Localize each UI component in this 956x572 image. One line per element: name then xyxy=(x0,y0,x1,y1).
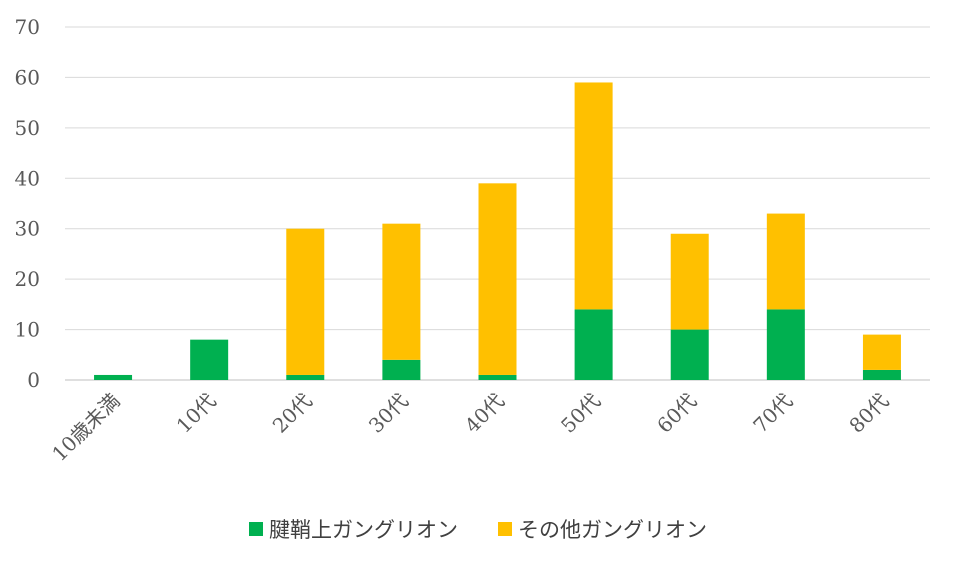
y-tick-label: 20 xyxy=(15,267,40,291)
y-tick-label: 50 xyxy=(15,116,40,140)
x-axis-tick-labels: 10歳未満 10代 20代 30代 40代 50代 60代 70代 80代 xyxy=(47,389,893,466)
bar-segment-series-1 xyxy=(862,369,901,380)
bar-segment-series-1 xyxy=(478,374,517,380)
bar-segment-series-1 xyxy=(190,339,229,380)
x-tick-label: 60代 xyxy=(652,389,701,438)
y-tick-label: 60 xyxy=(15,65,40,89)
x-tick-label: 30代 xyxy=(364,389,413,438)
bar-segment-series-1 xyxy=(286,374,325,380)
bar-segment-series-1 xyxy=(382,359,421,380)
y-axis-tick-labels: 0 10 20 30 40 50 60 70 xyxy=(15,15,40,392)
x-tick-label: 40代 xyxy=(460,389,509,438)
x-tick-label: 70代 xyxy=(748,389,797,438)
x-tick-label: 80代 xyxy=(844,389,893,438)
legend-swatch-series-2 xyxy=(498,522,512,536)
y-tick-label: 40 xyxy=(15,166,40,190)
legend-item-series-2: その他ガングリオン xyxy=(498,514,707,544)
bars xyxy=(94,82,901,380)
bar-segment-series-1 xyxy=(670,329,709,380)
stacked-bar-chart: 0 10 20 30 40 50 60 70 10歳未満 10代 20代 30代 40代 50代 60代 7… xyxy=(15,15,930,466)
bar-segment-series-2 xyxy=(286,228,325,375)
bar-segment-series-2 xyxy=(574,82,613,310)
x-tick-label: 10代 xyxy=(172,389,221,438)
y-tick-label: 0 xyxy=(27,368,40,392)
bar-segment-series-2 xyxy=(862,334,901,370)
y-tick-label: 10 xyxy=(15,318,40,342)
y-tick-label: 30 xyxy=(15,217,40,241)
legend-label-series-2: その他ガングリオン xyxy=(518,518,707,542)
bar-segment-series-2 xyxy=(670,233,709,330)
bar-segment-series-2 xyxy=(478,183,517,375)
bar-segment-series-2 xyxy=(382,223,421,360)
x-tick-label: 10歳未満 xyxy=(47,389,124,466)
legend-swatch-series-1 xyxy=(249,522,263,536)
legend-item-series-1: 腱鞘上ガングリオン xyxy=(249,514,458,544)
x-tick-label: 50代 xyxy=(556,389,605,438)
y-tick-label: 70 xyxy=(15,15,40,39)
x-tick-label: 20代 xyxy=(268,389,317,438)
bar-segment-series-1 xyxy=(766,309,805,380)
legend-label-series-1: 腱鞘上ガングリオン xyxy=(269,518,458,542)
bar-segment-series-1 xyxy=(94,374,133,380)
bar-segment-series-1 xyxy=(574,309,613,380)
legend: 腱鞘上ガングリオン その他ガングリオン xyxy=(0,514,956,544)
bar-segment-series-2 xyxy=(766,213,805,310)
